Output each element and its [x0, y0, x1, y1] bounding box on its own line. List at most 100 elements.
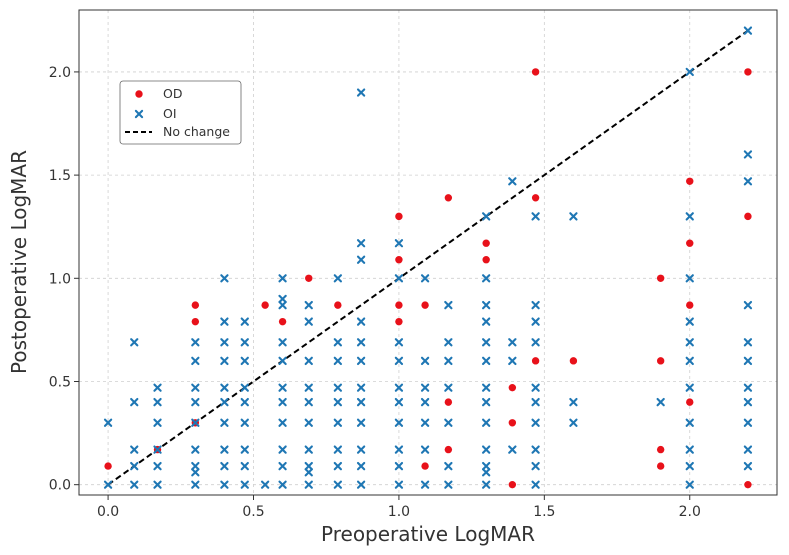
- point-oi: [278, 338, 287, 347]
- point-oi: [420, 356, 430, 366]
- point-oi: [304, 300, 313, 310]
- point-od: [421, 462, 429, 470]
- point-oi: [394, 418, 404, 427]
- point-od: [444, 398, 453, 406]
- y-tick-label: 0.0: [49, 478, 71, 494]
- legend-od-dot: [135, 90, 143, 98]
- point-oi: [685, 445, 694, 454]
- point-od: [686, 177, 694, 185]
- point-oi: [240, 317, 249, 326]
- point-oi: [356, 88, 366, 97]
- point-od: [395, 212, 403, 221]
- point-oi: [420, 274, 430, 283]
- point-oi: [444, 356, 453, 366]
- point-oi: [153, 480, 162, 489]
- point-oi: [333, 383, 342, 392]
- y-tick-label: 0.5: [49, 374, 71, 390]
- point-oi: [153, 461, 162, 471]
- point-oi: [304, 468, 313, 477]
- point-oi: [356, 397, 366, 407]
- point-od: [744, 212, 752, 221]
- point-od: [531, 194, 540, 202]
- point-oi: [220, 480, 229, 489]
- point-oi: [356, 383, 366, 392]
- point-oi: [420, 397, 430, 407]
- point-oi: [304, 383, 313, 392]
- legend-od-label: OD: [163, 86, 182, 101]
- legend-oi-cross: [134, 109, 144, 119]
- x-tick-label: 0.5: [242, 504, 264, 520]
- point-oi: [444, 418, 453, 427]
- point-oi: [240, 418, 249, 427]
- point-oi: [240, 445, 249, 454]
- point-oi: [482, 212, 491, 221]
- x-tick-label: 0.0: [97, 504, 119, 520]
- point-oi: [191, 480, 200, 489]
- point-oi: [304, 356, 313, 366]
- point-oi: [191, 397, 200, 407]
- point-oi: [482, 356, 491, 366]
- point-oi: [482, 468, 491, 477]
- point-oi: [685, 356, 694, 366]
- point-od: [686, 398, 694, 406]
- point-oi: [508, 177, 517, 186]
- point-od: [508, 419, 517, 427]
- point-oi: [220, 445, 229, 454]
- point-oi: [743, 461, 753, 471]
- point-oi: [356, 480, 366, 489]
- point-oi: [743, 177, 753, 186]
- point-oi: [743, 150, 753, 159]
- legend-oi-marker: [134, 109, 144, 119]
- point-od: [686, 301, 694, 309]
- point-oi: [333, 480, 342, 489]
- point-od: [744, 68, 752, 76]
- series-oi: [103, 26, 753, 489]
- point-oi: [333, 356, 342, 366]
- point-oi: [191, 356, 200, 366]
- point-oi: [685, 274, 694, 283]
- point-oi: [191, 468, 200, 477]
- point-oi: [153, 445, 162, 454]
- point-oi: [220, 356, 229, 366]
- axes: 0.0 0.5 1.0 1.5 2.0 0.0 0.5 1.0 1.5 2.0: [49, 9, 778, 520]
- point-oi: [394, 274, 404, 283]
- y-tick-label: 1.5: [49, 168, 71, 184]
- legend: OD OI No change: [119, 80, 242, 145]
- point-oi: [743, 300, 753, 310]
- point-oi: [482, 338, 491, 347]
- point-od: [508, 383, 517, 392]
- point-oi: [743, 356, 753, 366]
- point-oi: [240, 461, 249, 471]
- legend-od-marker: [135, 90, 143, 98]
- x-tick-label: 2.0: [679, 504, 701, 520]
- point-oi: [130, 338, 139, 347]
- point-oi: [356, 461, 366, 471]
- point-oi: [743, 383, 753, 392]
- point-oi: [685, 67, 694, 77]
- point-oi: [356, 338, 366, 347]
- point-oi: [191, 461, 200, 471]
- point-oi: [531, 338, 540, 347]
- point-oi: [304, 397, 313, 407]
- point-oi: [531, 461, 540, 471]
- point-oi: [304, 480, 313, 489]
- point-oi: [508, 445, 517, 454]
- point-od: [395, 317, 403, 326]
- point-oi: [394, 356, 404, 366]
- point-od: [444, 445, 453, 454]
- point-od: [569, 357, 578, 365]
- point-od: [395, 256, 403, 264]
- point-oi: [685, 480, 694, 489]
- point-oi: [482, 397, 491, 407]
- point-oi: [333, 274, 342, 283]
- point-oi: [743, 418, 753, 427]
- point-oi: [278, 356, 287, 366]
- point-oi: [278, 300, 287, 310]
- point-oi: [394, 445, 404, 454]
- point-oi: [333, 397, 342, 407]
- point-oi: [130, 397, 139, 407]
- point-oi: [444, 300, 453, 310]
- point-od: [104, 462, 112, 470]
- point-oi: [304, 418, 313, 427]
